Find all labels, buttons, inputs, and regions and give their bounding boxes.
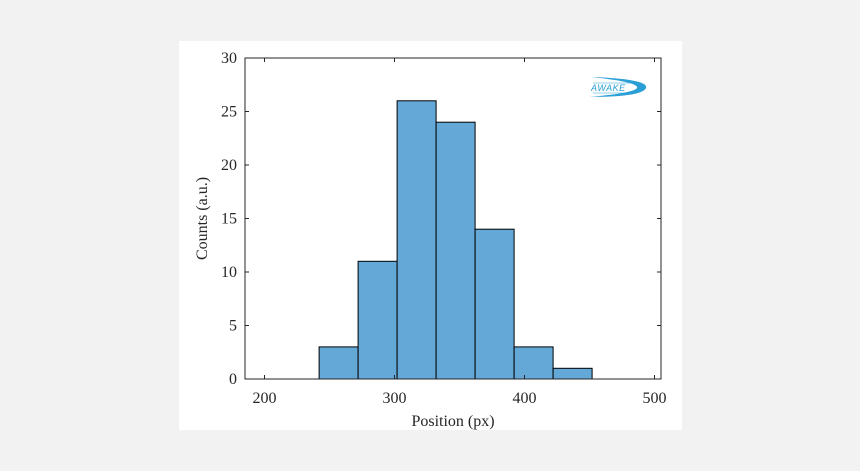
x-axis-ticks: 200 300 400 500	[253, 58, 667, 407]
histogram-bars	[318, 100, 593, 380]
histogram-bar-6	[552, 367, 593, 380]
histogram-bar-5	[513, 346, 554, 380]
y-tick-label-6: 30	[221, 50, 237, 67]
x-tick-label-3: 500	[643, 390, 667, 407]
y-axis-ticks: 0 5 10 15 20 25 30	[221, 50, 661, 388]
histogram-bar-0	[318, 346, 359, 380]
y-tick-label-1: 5	[229, 318, 237, 335]
y-tick-label-5: 25	[221, 104, 237, 121]
awake-logo: AWAKE	[589, 77, 647, 97]
histogram-bar-4	[474, 228, 515, 380]
figure-panel: 0 5 10 15 20 25 30 200 300 400 500 Counts (a.u.) …	[179, 41, 682, 430]
y-axis-label: Counts (a.u.)	[194, 177, 211, 260]
y-tick-label-4: 20	[221, 157, 237, 174]
histogram-bar-3	[435, 121, 476, 380]
x-axis-label: Position (px)	[411, 413, 494, 430]
y-tick-label-3: 15	[221, 211, 237, 228]
x-tick-label-1: 300	[383, 390, 407, 407]
x-tick-label-0: 200	[253, 390, 277, 407]
logo-text: AWAKE	[590, 83, 626, 93]
histogram-bar-2	[396, 100, 437, 380]
y-tick-label-2: 10	[221, 264, 237, 281]
x-tick-label-2: 400	[513, 390, 537, 407]
logo-swoosh-icon	[589, 77, 647, 97]
y-tick-label-0: 0	[229, 371, 237, 388]
histogram-bar-1	[357, 260, 398, 380]
